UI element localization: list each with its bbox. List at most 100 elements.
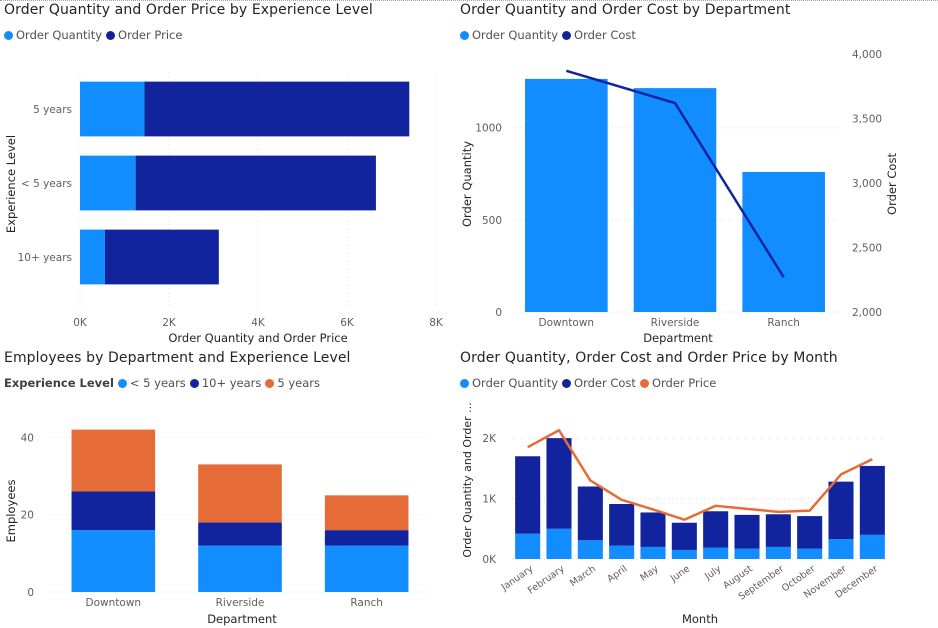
bar [742,171,825,312]
legend-item[interactable]: Order Cost [562,28,636,42]
series-line [527,429,873,521]
chart-legend: Order Quantity Order Cost [460,28,640,42]
bar-segment [797,516,823,549]
legend-item[interactable]: Order Quantity [4,28,102,42]
tick-label: 2K [162,317,177,329]
legend-label: Order Price [651,376,717,390]
bar-segment [703,547,729,559]
series-line [565,69,785,278]
y-axis-title: Order Quantity and Order ... [461,402,474,557]
tick-label: Ranch [767,317,800,329]
chart-title: Order Quantity, Order Cost and Order Pri… [460,350,838,366]
tick-label: 2,500 [852,243,882,255]
tick-label: Riverside [216,597,265,609]
bar-segment [765,546,791,559]
tick-label: 0K [73,317,88,329]
bar-segment [324,495,409,531]
bar-segment [734,548,760,559]
bar-segment [828,539,854,559]
tick-label: 0K [482,554,497,566]
bar-segment [144,81,410,137]
legend-swatch [4,30,13,40]
chart-panel-monthly[interactable]: Order Quantity, Order Cost and Order Pri… [456,348,938,628]
x-axis-title: Department [207,612,277,626]
bar-segment [640,512,666,547]
bar-segment [324,545,409,592]
bar-segment [198,464,282,523]
legend-label: Order Price [118,28,183,42]
legend-item[interactable]: Order Quantity [460,376,558,390]
legend-swatch [265,378,275,388]
bar-segment [765,514,791,547]
bar-segment [515,456,541,534]
chart-plot: Order Quantity Order Cost Department 0 50… [460,49,899,345]
canvas-top-border [0,0,938,1]
bar-segment [671,522,697,550]
chart-panel-experience[interactable]: Order Quantity and Order Price by Experi… [0,0,455,348]
bar-segment [640,546,666,559]
bar-segment [546,438,572,529]
bar-segment [577,486,603,541]
bar-segment [734,514,760,549]
legend-swatch [117,378,127,388]
x-axis-title: Department [643,331,713,345]
bar-segment [71,491,156,531]
bar-segment [609,504,635,546]
chart-title: Order Quantity and Order Cost by Departm… [460,2,791,18]
legend-item[interactable]: 5 years [265,376,320,390]
bar [525,78,608,312]
bar-segment [80,229,105,285]
legend-swatch [562,30,572,40]
legend-label: Order Cost [574,376,636,390]
bar-segment [80,81,145,137]
tick-label: 40 [21,432,34,444]
tick-label: 10+ years [18,252,72,264]
bar [633,88,717,312]
legend-label: Order Cost [574,28,636,42]
y-axis-title: Experience Level [4,135,18,233]
legend-swatch [460,378,469,388]
chart-panel-department-cost[interactable]: Order Quantity and Order Cost by Departm… [456,0,938,348]
bar-segment [71,530,156,592]
legend-item[interactable]: Order Price [639,376,717,390]
legend-swatch [106,30,116,40]
tick-label: May [638,563,661,583]
legend-item[interactable]: < 5 years [117,376,186,390]
tick-label: 1K [482,494,497,506]
legend-label: Order Quantity [472,28,559,42]
tick-label: < 5 years [21,178,72,190]
legend-label: Order Quantity [472,376,559,390]
tick-label: 5 years [33,104,72,116]
chart-panel-employees[interactable]: Employees by Department and Experience L… [0,348,455,628]
tick-label: Ranch [350,597,383,609]
legend-item[interactable]: Order Cost [562,376,636,390]
legend-item[interactable]: Order Price [106,28,182,42]
bar-segment [859,465,885,535]
chart-plot: Order Quantity and Order ... Month 0K 1K 2… [461,402,888,626]
tick-label: 20 [21,510,34,522]
tick-label: 3,000 [852,178,882,190]
chart-plot: Employees Department 0 20 40 Downtown Rivers… [4,429,430,626]
legend-item[interactable]: Order Quantity [460,28,558,42]
bar-segment [828,481,854,540]
tick-label: 3,500 [852,114,882,126]
y-axis-title: Employees [4,480,18,543]
tick-label: 0 [495,307,502,319]
bar-segment [546,528,572,559]
legend-title: Experience Level [4,376,114,390]
legend-label: < 5 years [129,376,186,390]
bar-segment [135,155,376,211]
bar-segment [80,155,136,211]
x-axis-title: Order Quantity and Order Price [168,331,347,345]
legend-label: Order Quantity [16,28,103,42]
legend-swatch [460,30,469,40]
legend-item[interactable]: 10+ years [189,376,261,390]
tick-label: 1000 [475,123,502,135]
tick-label: 2K [482,433,497,445]
bar-segment [104,229,219,285]
tick-label: 4,000 [852,49,882,61]
bar-segment [859,534,885,559]
legend-swatch [189,378,199,388]
tick-label: 8K [429,317,444,329]
tick-label: Riverside [651,317,700,329]
